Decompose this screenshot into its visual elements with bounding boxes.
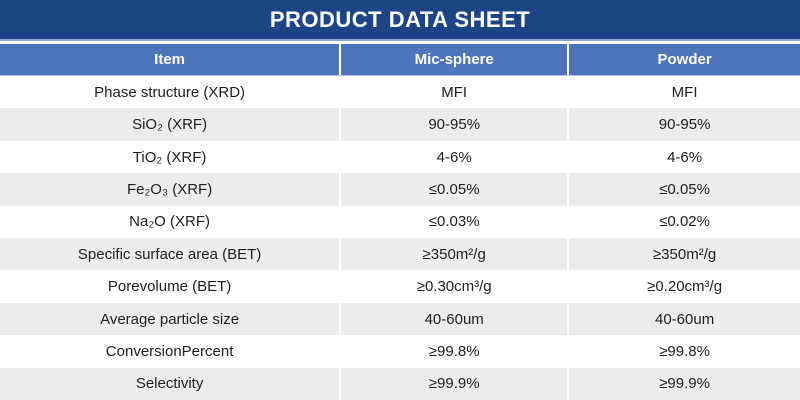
table-row: Fe₂O₃ (XRF) ≤0.05% ≤0.05% [0,173,800,206]
table-row: Average particle size 40-60um 40-60um [0,302,800,336]
mic-sphere-cell: MFI [339,76,567,109]
powder-cell: ≤0.02% [567,205,800,239]
table-row: SiO₂ (XRF) 90-95% 90-95% [0,108,800,141]
table-body: Phase structure (XRD) MFI MFI SiO₂ (XRF)… [0,76,800,400]
table-row: Porevolume (BET) ≥0.30cm³/g ≥0.20cm³/g [0,270,800,303]
table-row: Specific surface area (BET) ≥350m²/g ≥35… [0,238,800,271]
item-cell: Phase structure (XRD) [94,83,246,101]
column-header-powder: Powder [567,44,800,75]
table-row: Na₂O (XRF) ≤0.03% ≤0.02% [0,205,800,239]
powder-cell: MFI [567,76,800,109]
mic-sphere-cell: 90-95% [339,108,567,141]
title-divider [0,41,800,44]
table-row: Phase structure (XRD) MFI MFI [0,76,800,109]
powder-cell: ≥99.9% [567,367,800,400]
item-cell: Selectivity [135,375,204,393]
mic-sphere-cell: ≥99.9% [339,367,567,400]
page-title: PRODUCT DATA SHEET [269,6,531,32]
item-cell: SiO₂ (XRF) [132,116,208,134]
mic-sphere-cell: ≤0.05% [339,173,567,206]
mic-sphere-cell: ≥350m²/g [339,238,567,271]
powder-cell: ≥350m²/g [567,238,800,271]
mic-sphere-cell: 4-6% [339,140,567,174]
powder-cell: ≤0.05% [567,173,800,206]
powder-cell: ≥99.8% [567,335,800,368]
powder-cell: 4-6% [567,140,800,174]
item-cell: ConversionPercent [105,342,234,360]
powder-cell: ≥0.20cm³/g [567,270,800,303]
mic-sphere-cell: ≤0.03% [339,205,567,239]
item-cell: Na₂O (XRF) [129,213,210,231]
mic-sphere-cell: 40-60um [339,302,567,336]
item-cell: Porevolume (BET) [107,278,232,296]
title-bar: PRODUCT DATA SHEET [0,0,800,41]
column-header-item: Item [154,51,186,68]
table-row: ConversionPercent ≥99.8% ≥99.8% [0,335,800,368]
table-header-row: Item Mic-sphere Powder [0,44,800,76]
powder-cell: 90-95% [567,108,800,141]
mic-sphere-cell: ≥0.30cm³/g [339,270,567,303]
table-row: Selectivity ≥99.9% ≥99.9% [0,367,800,400]
table-row: TiO₂ (XRF) 4-6% 4-6% [0,140,800,174]
item-cell: Average particle size [100,310,240,328]
powder-cell: 40-60um [567,302,800,336]
column-header-mic-sphere: Mic-sphere [339,44,567,75]
item-cell: Fe₂O₃ (XRF) [126,180,213,198]
item-cell: Specific surface area (BET) [77,245,262,263]
item-cell: TiO₂ (XRF) [132,148,207,166]
mic-sphere-cell: ≥99.8% [339,335,567,368]
